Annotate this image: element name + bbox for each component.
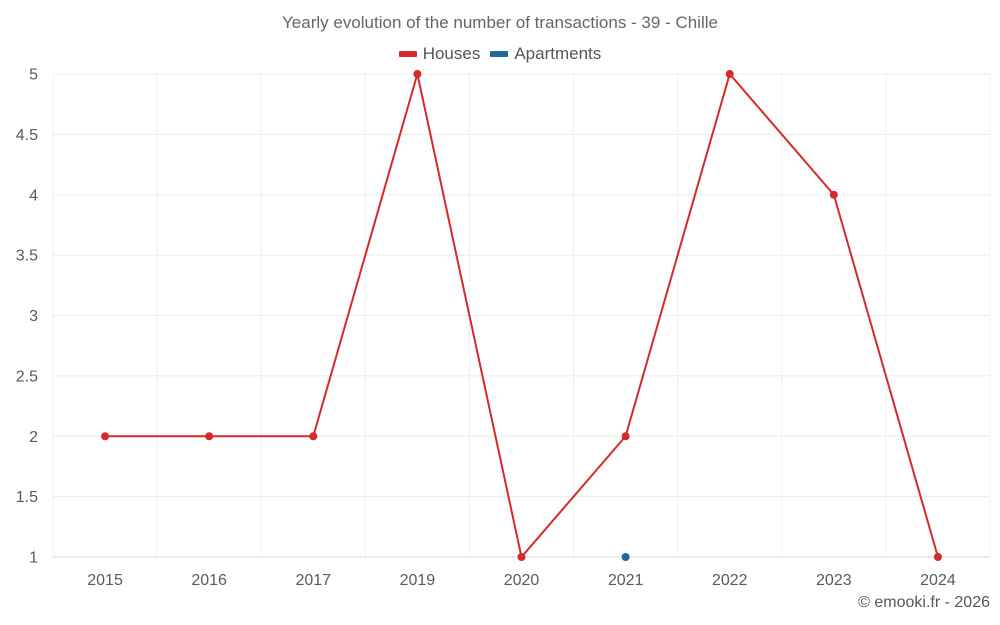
legend-label-houses: Houses [422, 44, 481, 63]
legend-swatch-houses [398, 51, 417, 57]
x-tick-label: 2015 [87, 572, 123, 589]
y-tick-label: 4.5 [16, 127, 38, 144]
x-tick-label: 2021 [608, 572, 644, 589]
data-point-houses[interactable] [517, 553, 526, 561]
x-tick-label: 2019 [400, 572, 436, 589]
credit-text: © emooki.fr - 2026 [858, 594, 990, 611]
y-tick-label: 3 [29, 308, 38, 325]
x-tick-label: 2022 [712, 572, 748, 589]
data-point-houses[interactable] [413, 70, 422, 78]
legend-item-apartments[interactable]: Apartments [490, 44, 601, 64]
data-point-houses[interactable] [101, 432, 110, 441]
data-point-houses[interactable] [621, 432, 630, 441]
x-tick-label: 2023 [816, 572, 852, 589]
legend-swatch-apartments [490, 51, 509, 57]
series-layer [101, 70, 942, 561]
y-tick-label: 2 [29, 429, 38, 446]
x-tick-label: 2016 [191, 572, 227, 589]
y-tick-label: 3.5 [16, 248, 38, 265]
y-tick-label: 5 [29, 67, 38, 84]
data-point-houses[interactable] [205, 432, 214, 441]
chart-legend: Houses Apartments [0, 44, 1000, 64]
y-tick-label: 1.5 [16, 489, 38, 506]
data-point-houses[interactable] [309, 432, 318, 441]
chart-title: Yearly evolution of the number of transa… [282, 13, 718, 32]
x-tick-label: 2020 [504, 572, 540, 589]
y-tick-label: 1 [29, 550, 38, 567]
legend-item-houses[interactable]: Houses [398, 44, 481, 64]
grid-layer [52, 73, 991, 558]
data-point-houses[interactable] [933, 553, 942, 561]
legend-label-apartments: Apartments [514, 44, 602, 63]
y-tick-label: 4 [29, 187, 38, 204]
data-point-houses[interactable] [829, 190, 838, 199]
x-tick-label: 2024 [920, 572, 956, 589]
data-point-apartments[interactable] [621, 553, 630, 561]
data-point-houses[interactable] [725, 70, 734, 78]
axis-layer: 1 1.5 2 2.5 3 3.5 4 4.5 5 2015 2016 2017 2019 2020 202… [16, 67, 956, 590]
x-tick-label: 2017 [295, 572, 331, 589]
y-tick-label: 2.5 [16, 368, 38, 385]
